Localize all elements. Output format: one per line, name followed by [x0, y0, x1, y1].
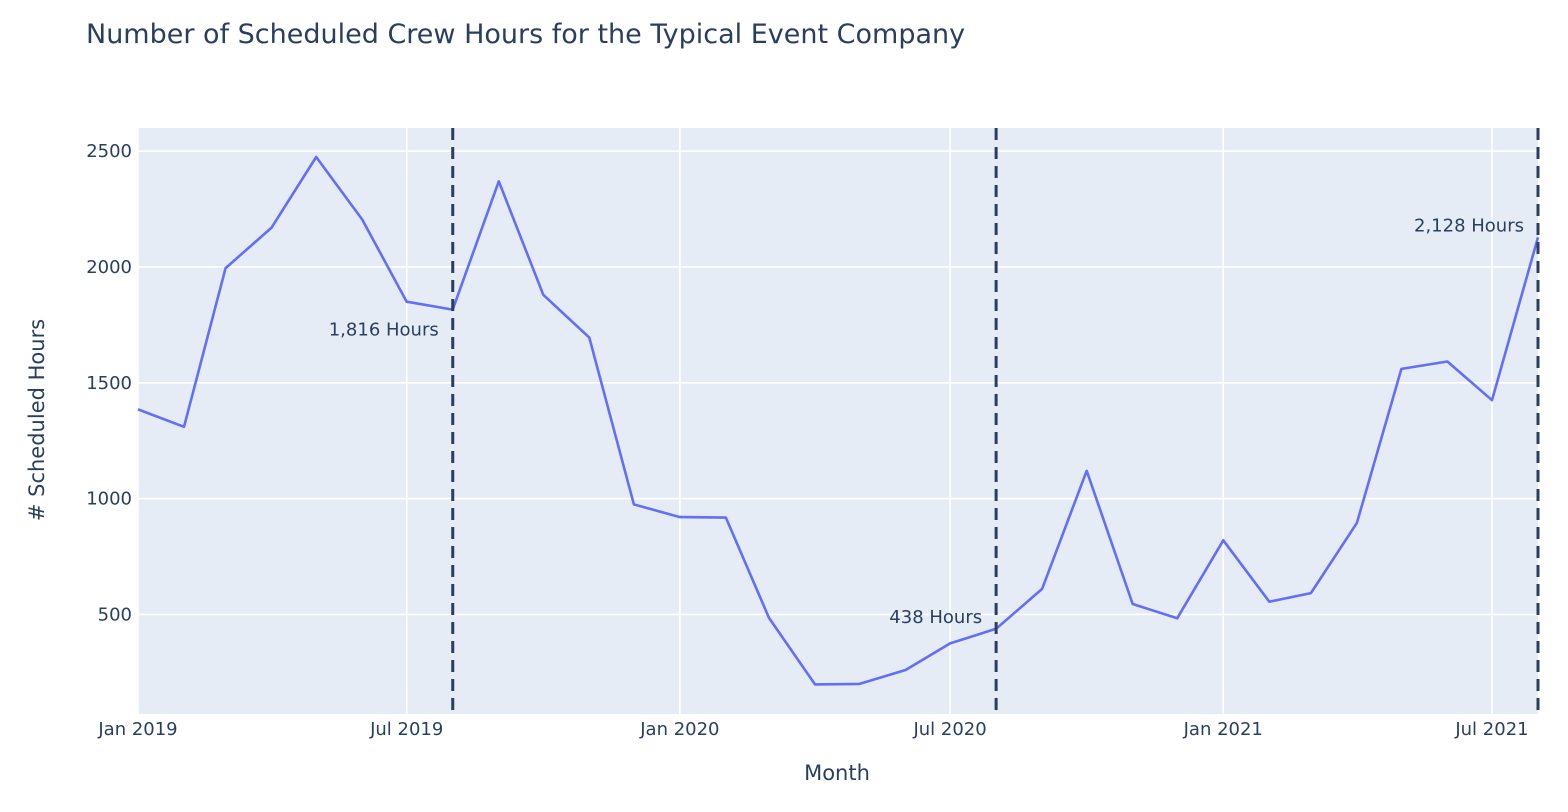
x-gridlines: [137, 128, 1493, 714]
annotations: 1,816 Hours 438 Hours 2,128 Hours: [329, 215, 1524, 627]
y-tick-label: 1500: [86, 373, 132, 394]
y-tick-label: 500: [98, 604, 132, 625]
x-axis-title: Month: [804, 761, 870, 785]
x-tick-label: Jul 2021: [1454, 719, 1528, 740]
annotation-label: 2,128 Hours: [1414, 215, 1524, 236]
x-tick-label: Jan 2020: [639, 719, 719, 740]
y-tick-label: 2000: [86, 257, 132, 278]
x-tick-label: Jul 2019: [369, 719, 443, 740]
series-line: [137, 155, 1540, 686]
y-axis-ticks: 500 1000 1500 2000 2500: [86, 141, 132, 625]
x-tick-label: Jan 2019: [97, 719, 177, 740]
reference-lines: [451, 128, 1540, 714]
y-gridlines: [138, 150, 1538, 616]
annotation-label: 438 Hours: [889, 607, 982, 628]
x-axis-ticks: Jan 2019 Jul 2019 Jan 2020 Jul 2020 Jan 2021…: [97, 719, 1528, 740]
x-tick-label: Jul 2020: [912, 719, 986, 740]
annotation-label: 1,816 Hours: [329, 320, 439, 341]
y-axis-title: # Scheduled Hours: [25, 319, 49, 521]
chart-title: Number of Scheduled Crew Hours for the T…: [86, 19, 965, 50]
x-tick-label: Jan 2021: [1183, 719, 1263, 740]
y-tick-label: 2500: [86, 141, 132, 162]
y-tick-label: 1000: [86, 489, 132, 510]
plot-area: [138, 128, 1538, 714]
